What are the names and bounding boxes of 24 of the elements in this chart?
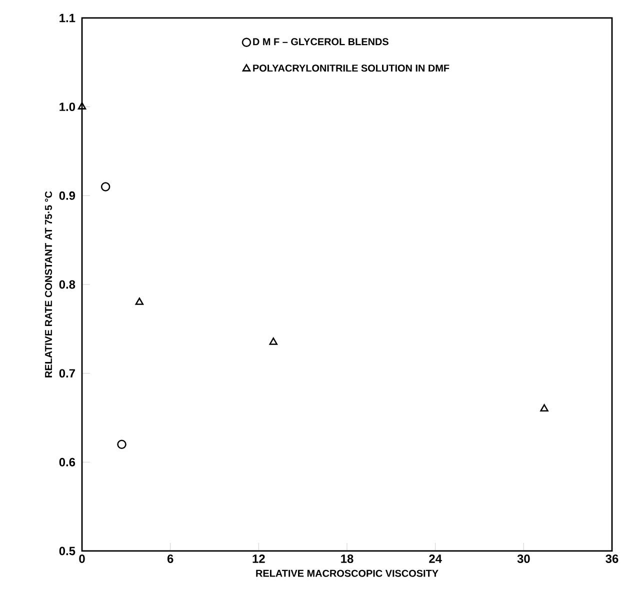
x-tick-label: 12 bbox=[252, 554, 265, 563]
y-tick-label: 0.7 bbox=[59, 369, 75, 378]
point bbox=[100, 182, 110, 192]
point bbox=[540, 404, 548, 412]
legend-label: POLYACRYLONITRILE SOLUTION IN DMF bbox=[253, 64, 450, 72]
y-tick-label: 0.5 bbox=[59, 546, 76, 556]
point bbox=[269, 338, 278, 345]
x-tick-label: 0 bbox=[79, 554, 85, 563]
x-tick-label: 30 bbox=[517, 554, 530, 563]
y-tick-label: 0.8 bbox=[59, 280, 76, 289]
x-tick-label: 18 bbox=[341, 554, 354, 563]
x-tick-label: 36 bbox=[606, 554, 618, 563]
point bbox=[78, 102, 86, 110]
y-tick-label: 1.0 bbox=[60, 102, 75, 112]
x-tick-label: 24 bbox=[429, 554, 442, 563]
point bbox=[135, 298, 144, 305]
x-tick-label: 6 bbox=[167, 554, 174, 563]
y-tick-label: 0.6 bbox=[59, 458, 76, 466]
y-tick-label: 1.1 bbox=[60, 14, 76, 22]
point bbox=[117, 440, 126, 450]
y-axis-title: RELATIVE RATE CONSTANT AT 75·5 °C bbox=[44, 191, 52, 378]
legend-label: D M F – GLYCEROL BLENDS bbox=[253, 38, 388, 46]
y-tick-label: 0.9 bbox=[59, 191, 76, 200]
x-axis-title: RELATIVE MACROSCOPIC VISCOSITY bbox=[256, 570, 438, 577]
